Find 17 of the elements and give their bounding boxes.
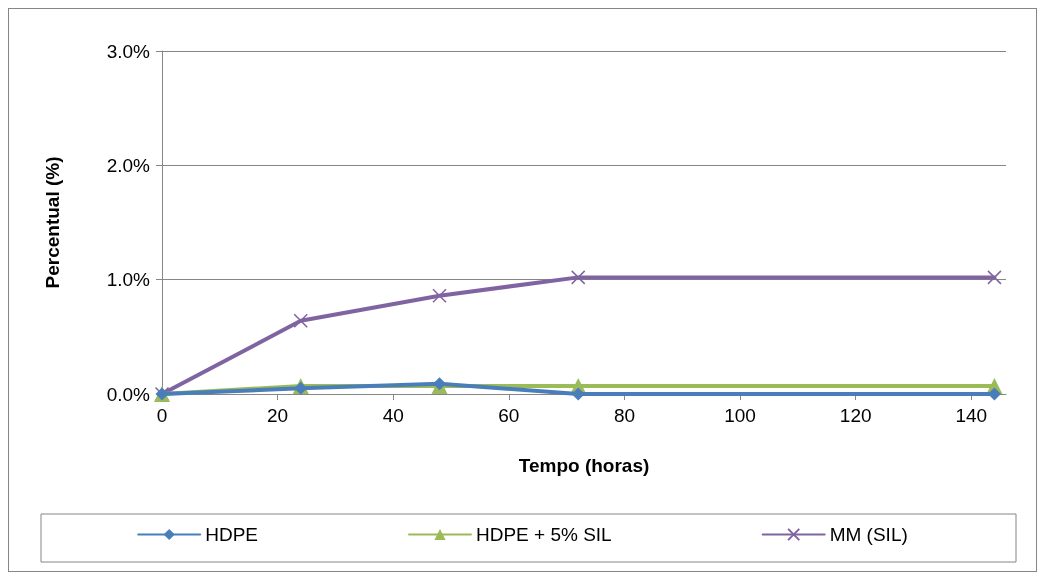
legend-label: MM (SIL)	[829, 524, 908, 545]
y-axis-title: Percentual (%)	[42, 156, 63, 289]
x-tick-label: 100	[724, 405, 756, 426]
y-tick-label: 0.0%	[106, 383, 151, 405]
x-tick-label: 40	[382, 405, 404, 426]
x-tick-label: 60	[498, 405, 520, 426]
y-tick-label: 2.0%	[106, 154, 151, 176]
x-tick-label: 140	[955, 405, 988, 426]
x-tick-label: 0	[156, 405, 168, 426]
y-tick-label: 3.0%	[106, 40, 151, 62]
legend-label: HDPE	[205, 524, 258, 545]
legend-label: HDPE + 5% SIL	[475, 524, 612, 545]
y-tick-label: 1.0%	[106, 269, 151, 291]
x-tick-label: 120	[839, 405, 872, 426]
x-tick-label: 20	[267, 405, 289, 426]
x-axis-title: Tempo (horas)	[518, 455, 650, 476]
x-tick-label: 80	[613, 405, 636, 426]
